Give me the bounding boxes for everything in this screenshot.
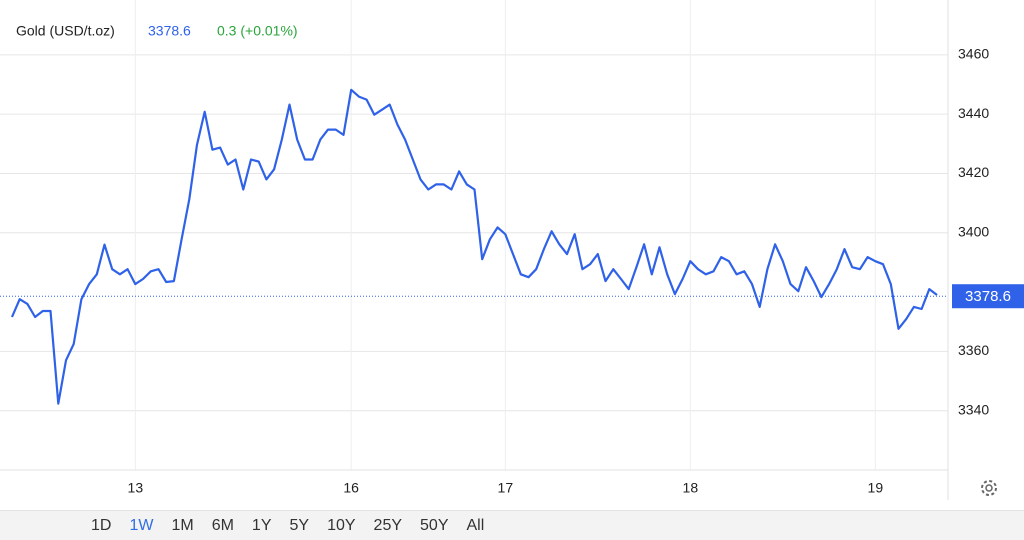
range-button[interactable]: 1D	[91, 516, 112, 534]
y-tick-label: 3400	[958, 223, 989, 239]
range-button[interactable]: 10Y	[327, 516, 356, 534]
x-tick-label: 19	[868, 480, 884, 496]
price-line	[10, 88, 938, 405]
range-button[interactable]: 50Y	[420, 516, 449, 534]
range-bar: 1D 1W 1M 6M 1Y 5Y 10Y 25Y 50Y All	[0, 510, 1024, 540]
range-button[interactable]: All	[466, 516, 485, 534]
x-tick-label: 18	[683, 480, 699, 496]
gear-ring	[981, 480, 997, 496]
instrument-title: Gold (USD/t.oz)	[16, 23, 115, 39]
header-price: 3378.6	[148, 23, 191, 39]
y-tick-label: 3440	[958, 105, 989, 121]
chart: Gold (USD/t.oz) 3378.6 0.3 (+0.01%) 3340…	[0, 0, 1024, 500]
last-price-box	[952, 284, 1024, 309]
range-button[interactable]: 6M	[211, 516, 234, 534]
y-tick-label: 3420	[958, 164, 989, 180]
last-price-label: 3378.6	[965, 288, 1011, 305]
x-tick-label: 16	[343, 480, 359, 496]
y-tick-label: 3360	[958, 342, 989, 358]
settings-icon[interactable]	[981, 480, 997, 496]
range-button[interactable]: 5Y	[289, 516, 310, 534]
gear-hub	[985, 484, 993, 492]
range-button[interactable]: 25Y	[373, 516, 403, 534]
range-button[interactable]: 1Y	[251, 516, 272, 534]
range-button[interactable]: 1M	[171, 516, 194, 534]
x-tick-label: 13	[128, 480, 144, 496]
x-tick-label: 17	[498, 480, 514, 496]
range-button[interactable]: 1W	[129, 516, 154, 534]
y-tick-label: 3340	[958, 401, 989, 417]
header-change: 0.3 (+0.01%)	[217, 23, 298, 39]
y-tick-label: 3460	[958, 46, 989, 62]
